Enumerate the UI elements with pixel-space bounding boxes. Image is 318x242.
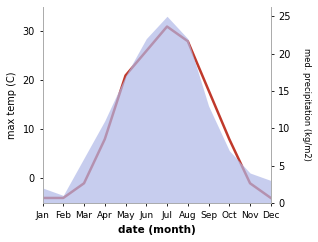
- Y-axis label: med. precipitation (kg/m2): med. precipitation (kg/m2): [302, 48, 311, 161]
- X-axis label: date (month): date (month): [118, 225, 196, 235]
- Y-axis label: max temp (C): max temp (C): [7, 71, 17, 139]
